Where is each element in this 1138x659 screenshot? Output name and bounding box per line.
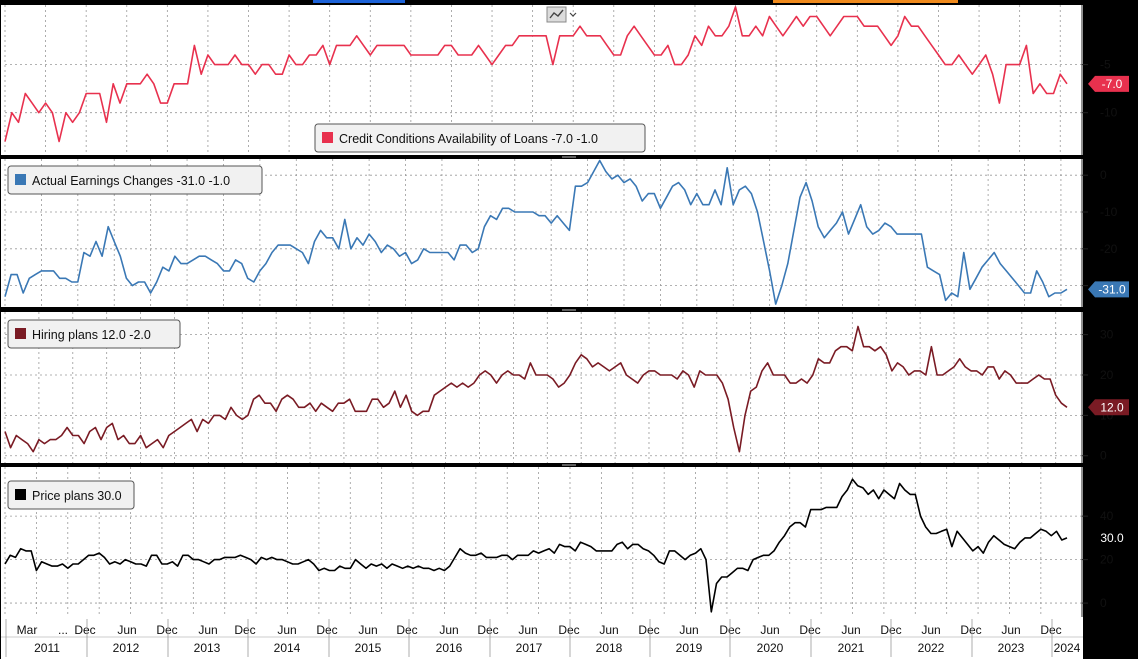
legend[interactable]: Price plans 30.0 [7,480,135,510]
y-tick-label: 0 [1100,168,1107,182]
x-tick-month: Dec [234,623,255,637]
y-tick-label: -5 [1100,58,1111,72]
top-accent-orange [773,0,958,3]
x-tick-month: ... [58,623,68,637]
x-tick-month: Jun [599,623,618,637]
y-tick-label: 0 [1100,596,1107,610]
series-line [4,6,1068,143]
line-chart-icon [549,9,564,19]
last-value-tag: 30.0 [1088,529,1129,546]
series-line [4,325,1068,453]
series-line [4,159,1068,305]
x-tick-month: Jun [679,623,698,637]
legend[interactable]: Credit Conditions Availability of Loans … [314,123,646,153]
y-tick-label: -10 [1100,205,1118,219]
last-value-tag: -7.0 [1088,75,1129,92]
legend-label: Price plans 30.0 [32,489,122,503]
x-tick-month: Mar [17,623,38,637]
x-tick-month: Jun [841,623,860,637]
y-tick-label: 20 [1100,553,1114,567]
x-tick-year: 2011 [34,641,60,655]
x-tick-month: Dec [638,623,659,637]
x-tick-year: 2024 [1054,641,1081,655]
y-tick-label: -20 [1100,242,1118,256]
legend-swatch [15,328,26,339]
y-tick-label: 20 [1100,368,1114,382]
x-tick-year: 2018 [596,641,623,655]
x-tick-year: 2014 [274,641,301,655]
x-tick-year: 2017 [516,641,543,655]
x-tick-month: Jun [518,623,537,637]
x-tick-month: Dec [799,623,820,637]
x-tick-month: Dec [1040,623,1061,637]
x-tick-month: Jun [358,623,377,637]
last-value-tag: -31.0 [1088,281,1129,298]
x-axis: Mar... Dec Jun Dec Jun Dec Jun Dec Jun Dec Jun Dec J… [1,617,1083,659]
y-tick-label: 30 [1100,328,1114,342]
x-tick-year: 2023 [998,641,1025,655]
x-tick-month: Dec [477,623,498,637]
legend-label: Actual Earnings Changes -31.0 -1.0 [32,174,230,188]
legend-swatch [322,132,333,143]
x-tick-year: 2021 [838,641,865,655]
x-tick-year: 2012 [113,641,140,655]
x-tick-month: Jun [198,623,217,637]
x-tick-month: Dec [396,623,417,637]
legend-label: Credit Conditions Availability of Loans … [339,132,598,146]
x-tick-month: Jun [277,623,296,637]
x-tick-month: Dec [156,623,177,637]
x-tick-month: Dec [558,623,579,637]
plot-area [1,467,1083,617]
x-tick-month: Jun [1001,623,1020,637]
x-tick-month: Jun [117,623,136,637]
legend-swatch [15,174,26,185]
x-tick-year: 2013 [194,641,221,655]
x-tick-year: 2019 [676,641,703,655]
chevron-down-icon[interactable] [569,12,577,17]
y-tick-label: 0 [1100,449,1107,463]
last-value-tag: 12.0 [1088,399,1129,416]
x-tick-month: Dec [316,623,337,637]
legend[interactable]: Actual Earnings Changes -31.0 -1.0 [7,165,263,195]
y-tick-label: 40 [1100,509,1114,523]
top-accent-blue-1 [313,0,405,3]
panel-credit-conditions: -5 -10 -7.0 Credit Conditions Availability … [1,5,1129,155]
plot-area [1,312,1083,463]
chart-tool-button[interactable] [546,6,577,23]
x-tick-month: Dec [74,623,95,637]
legend-swatch [15,489,26,500]
last-value-label: -7.0 [1102,77,1123,91]
x-tick-year: 2015 [355,641,382,655]
x-tick-month: Jun [439,623,458,637]
x-tick-year: 2022 [918,641,945,655]
series-line [4,478,1068,613]
x-tick-year: 2016 [436,641,463,655]
last-value-label: 12.0 [1100,400,1124,414]
x-tick-month: Jun [760,623,779,637]
panel-price-plans: 40 20 0 30.0 Price plans 30.0 [1,464,1129,617]
x-tick-year: 2020 [757,641,784,655]
y-tick-label: -10 [1100,106,1118,120]
x-tick-month: Dec [960,623,981,637]
last-value-label: 30.0 [1100,531,1124,545]
x-tick-month: Jun [921,623,940,637]
legend[interactable]: Hiring plans 12.0 -2.0 [7,319,181,349]
legend-label: Hiring plans 12.0 -2.0 [32,328,151,342]
last-value-label: -31.0 [1098,282,1126,296]
